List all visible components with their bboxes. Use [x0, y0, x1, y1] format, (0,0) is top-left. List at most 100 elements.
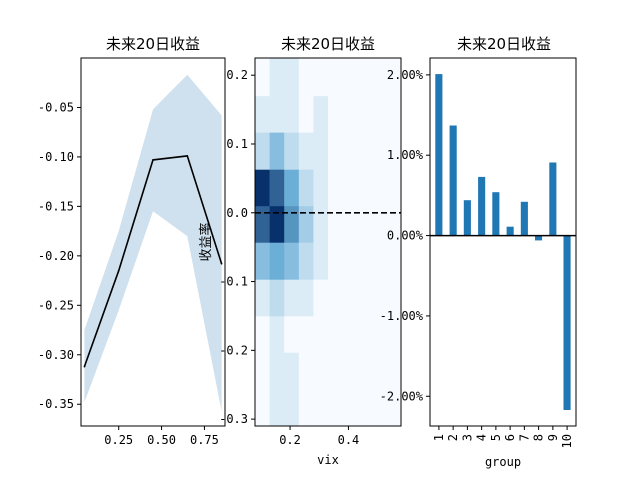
confidence-band	[84, 74, 222, 412]
heatmap-cell	[269, 58, 285, 97]
heatmap-cell	[357, 315, 373, 353]
panel-bar-x-label: group	[485, 455, 521, 469]
heatmap-cell	[255, 352, 270, 390]
heatmap-cell	[298, 169, 314, 207]
heatmap-cell	[357, 279, 373, 317]
heatmap-cell	[342, 169, 358, 207]
heatmap-cell	[313, 279, 329, 317]
panel-line-x-ticks: 0.25 0.50 0.75	[104, 426, 219, 447]
x-tick-label: 0.4	[338, 433, 360, 447]
heatmap-cell	[357, 58, 373, 97]
heatmap-cell	[255, 242, 270, 280]
line-point	[117, 269, 120, 272]
y-tick-label: 1.00%	[387, 148, 424, 162]
panel-line-frame	[80, 57, 226, 427]
heatmap-cell	[255, 389, 270, 427]
heatmap-cell	[371, 95, 387, 133]
heatmap-cell	[269, 95, 285, 133]
y-tick-label: -2.00%	[380, 389, 424, 403]
heatmap-cell	[371, 279, 387, 317]
heatmap-cell	[371, 352, 387, 390]
heatmap-cell	[371, 389, 387, 427]
bar	[506, 226, 514, 236]
bar	[478, 176, 486, 236]
heatmap-cell	[269, 169, 285, 207]
y-tick-label: -0.2	[219, 343, 248, 357]
bar	[549, 162, 557, 236]
heatmap-cell	[328, 169, 343, 207]
y-tick-label: -1.00%	[380, 309, 424, 323]
heatmap-cell	[386, 315, 402, 353]
heatmap-cell	[284, 205, 300, 243]
bars	[435, 74, 571, 410]
heatmap-cell	[342, 95, 358, 133]
heatmap-cell	[313, 169, 329, 207]
heatmap-cell	[255, 205, 270, 243]
heatmap-cell	[313, 95, 329, 133]
heatmap-cell	[386, 242, 402, 280]
x-tick-label: 6	[503, 434, 517, 441]
heatmap-cell	[269, 132, 285, 170]
heatmap-cell	[342, 352, 358, 390]
heatmap-cell	[342, 132, 358, 170]
heatmap-cell	[342, 58, 358, 97]
heatmap-cell	[357, 205, 373, 243]
heatmap-cell	[357, 169, 373, 207]
heatmap-cell	[386, 132, 402, 170]
heatmap-cell	[284, 169, 300, 207]
heatmap-cell	[313, 389, 329, 427]
heatmap-cell	[328, 242, 343, 280]
y-tick-label: -0.05	[38, 100, 74, 114]
heatmap-cell	[342, 242, 358, 280]
heatmap-cell	[255, 58, 270, 97]
panel-heatmap-title: 未来20日收益	[281, 35, 375, 53]
heatmap-cell	[357, 132, 373, 170]
line-point	[152, 159, 154, 161]
heatmap-cell	[328, 132, 343, 170]
x-tick-label: 1	[432, 434, 446, 441]
heatmap-cell	[371, 315, 387, 353]
heatmap-cell	[328, 279, 343, 317]
heatmap-cell	[269, 352, 285, 390]
heatmap-cell	[342, 389, 358, 427]
panel-line: 未来20日收益 0.25 0.50 0.75 -0.05 -0.10 -0.15 -0.2…	[38, 35, 226, 447]
panel-bar-frame	[429, 57, 577, 427]
heatmap-cell	[284, 352, 300, 390]
heatmap-cell	[269, 242, 285, 280]
mean-line	[83, 155, 223, 368]
heatmap-cell	[357, 389, 373, 427]
heatmap-cell	[371, 132, 387, 170]
heatmap-cell	[255, 315, 270, 353]
heatmap-cell	[298, 389, 314, 427]
panel-line-title: 未来20日收益	[106, 35, 200, 53]
y-tick-label: 0.0	[226, 206, 248, 220]
y-tick-label: 0.2	[226, 68, 248, 82]
heatmap-cell	[386, 58, 402, 97]
heatmap-cell	[298, 205, 314, 243]
heatmap-cell	[269, 315, 285, 353]
panel-bar-y-ticks: 2.00% 1.00% 0.00% -1.00% -2.00%	[380, 68, 430, 403]
x-tick-label: 7	[517, 434, 531, 441]
panel-heatmap-frame	[254, 57, 402, 427]
panel-heatmap-y-ticks: 0.2 0.1 0.0 -0.1 -0.2 -0.3	[219, 68, 255, 426]
heatmap-cell	[313, 132, 329, 170]
heatmap-cell	[284, 315, 300, 353]
heatmap-cell	[328, 389, 343, 427]
heatmap-cell	[255, 169, 270, 207]
heatmap-cell	[284, 389, 300, 427]
heatmap-cell	[357, 95, 373, 133]
heatmap-cell	[371, 205, 387, 243]
y-tick-label: -0.20	[38, 249, 74, 263]
y-tick-label: 2.00%	[387, 68, 424, 82]
heatmap-cell	[298, 58, 314, 97]
heatmap-cell	[328, 58, 343, 97]
x-tick-label: 8	[532, 434, 546, 441]
heatmap-cell	[371, 58, 387, 97]
heatmap-cell	[313, 315, 329, 353]
panel-heatmap-x-label: vix	[317, 453, 339, 467]
panel-heatmap: 未来20日收益 0.2 0.4 0.2 0.1 0.0 -0.1 -0.2 -0.3 vix…	[198, 35, 402, 467]
x-tick-label: 0.50	[147, 433, 176, 447]
line-point	[220, 262, 223, 265]
heatmap-cell	[328, 95, 343, 133]
